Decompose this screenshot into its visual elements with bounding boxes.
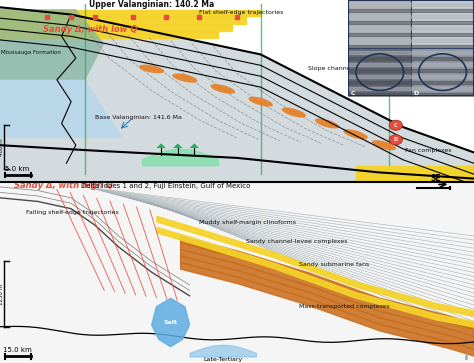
- Text: D: D: [413, 91, 419, 96]
- Text: Muddy shelf-margin clinoforms: Muddy shelf-margin clinoforms: [199, 220, 296, 225]
- Text: 400 m: 400 m: [0, 138, 4, 156]
- Text: Late-Tertiary: Late-Tertiary: [203, 357, 242, 362]
- Bar: [348, 0, 411, 48]
- Ellipse shape: [282, 107, 306, 118]
- Bar: [411, 48, 474, 96]
- Text: SE: SE: [431, 174, 441, 183]
- Text: Salt: Salt: [164, 320, 178, 325]
- Text: D: D: [394, 137, 398, 142]
- Bar: [348, 48, 411, 96]
- Text: Sandy Δ, with high Q: Sandy Δ, with high Q: [14, 182, 113, 190]
- Text: Sandy Δ, with low Q: Sandy Δ, with low Q: [43, 25, 137, 33]
- Ellipse shape: [210, 84, 235, 94]
- Text: Slope channels: Slope channels: [308, 66, 356, 72]
- Text: Sandy submarine fans: Sandy submarine fans: [299, 262, 369, 268]
- Ellipse shape: [248, 97, 273, 107]
- Polygon shape: [156, 143, 166, 148]
- Text: 5.0 km: 5.0 km: [5, 166, 30, 172]
- Text: Delta lobes 1 and 2, Fuji Einstein, Gulf of Mexico: Delta lobes 1 and 2, Fuji Einstein, Gulf…: [81, 183, 251, 189]
- Polygon shape: [0, 80, 123, 138]
- Ellipse shape: [139, 65, 164, 73]
- Text: Flat shelf-edge trajectories: Flat shelf-edge trajectories: [199, 10, 283, 15]
- Circle shape: [389, 135, 402, 145]
- Text: 15.0 km: 15.0 km: [3, 347, 32, 353]
- Text: 1250 m: 1250 m: [0, 284, 4, 305]
- Text: ii: ii: [465, 355, 468, 361]
- Polygon shape: [0, 9, 104, 80]
- Text: C: C: [394, 123, 398, 128]
- Text: Sandy channel-levee complexes: Sandy channel-levee complexes: [246, 239, 348, 244]
- Text: Mass-transported complexes: Mass-transported complexes: [299, 304, 389, 309]
- Bar: [411, 0, 474, 48]
- Polygon shape: [173, 143, 182, 148]
- Text: Base Valanginian: 141.6 Ma: Base Valanginian: 141.6 Ma: [95, 115, 182, 121]
- Circle shape: [389, 120, 402, 130]
- Text: C: C: [350, 91, 355, 96]
- Polygon shape: [190, 143, 199, 148]
- Text: Fan complexes: Fan complexes: [405, 148, 452, 153]
- Polygon shape: [152, 298, 190, 347]
- Ellipse shape: [343, 129, 368, 139]
- Ellipse shape: [315, 118, 339, 129]
- Ellipse shape: [173, 73, 197, 83]
- Text: Missisauga Formation: Missisauga Formation: [1, 50, 61, 55]
- Polygon shape: [0, 7, 474, 181]
- Ellipse shape: [372, 140, 396, 150]
- Text: Upper Valanginian: 140.2 Ma: Upper Valanginian: 140.2 Ma: [89, 0, 214, 9]
- Text: Falling shelf-edge trajectories: Falling shelf-edge trajectories: [26, 210, 119, 215]
